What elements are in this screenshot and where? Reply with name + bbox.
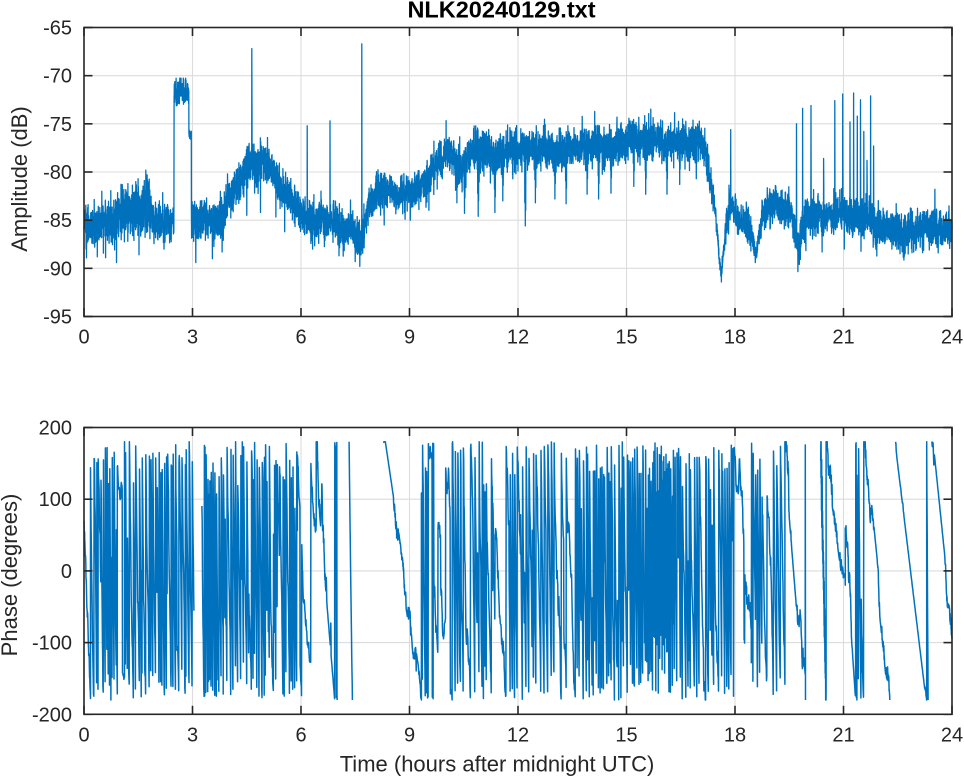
svg-text:18: 18 xyxy=(724,327,746,349)
svg-text:200: 200 xyxy=(39,418,72,440)
svg-text:3: 3 xyxy=(187,327,198,349)
svg-text:Time (hours after midnight UTC: Time (hours after midnight UTC) xyxy=(340,752,655,777)
svg-text:-95: -95 xyxy=(43,307,72,329)
svg-text:15: 15 xyxy=(615,327,637,349)
svg-text:-80: -80 xyxy=(43,162,72,184)
svg-text:15: 15 xyxy=(615,725,637,747)
svg-text:24: 24 xyxy=(941,327,963,349)
svg-text:100: 100 xyxy=(39,489,72,511)
svg-text:-100: -100 xyxy=(32,633,72,655)
svg-text:-75: -75 xyxy=(43,114,72,136)
svg-text:-70: -70 xyxy=(43,66,72,88)
svg-text:0: 0 xyxy=(78,327,89,349)
svg-text:Amplitude (dB): Amplitude (dB) xyxy=(7,106,32,252)
svg-text:6: 6 xyxy=(295,327,306,349)
svg-text:NLK20240129.txt: NLK20240129.txt xyxy=(407,0,595,23)
svg-text:24: 24 xyxy=(941,725,963,747)
svg-text:-90: -90 xyxy=(43,258,72,280)
svg-text:-85: -85 xyxy=(43,210,72,232)
svg-text:0: 0 xyxy=(78,725,89,747)
svg-text:21: 21 xyxy=(832,327,854,349)
svg-text:21: 21 xyxy=(832,725,854,747)
svg-text:9: 9 xyxy=(404,725,415,747)
svg-text:9: 9 xyxy=(404,327,415,349)
svg-text:-200: -200 xyxy=(32,704,72,726)
svg-text:Phase (degrees): Phase (degrees) xyxy=(0,494,22,657)
svg-text:12: 12 xyxy=(507,327,529,349)
svg-text:6: 6 xyxy=(295,725,306,747)
svg-text:12: 12 xyxy=(507,725,529,747)
svg-text:18: 18 xyxy=(724,725,746,747)
svg-text:3: 3 xyxy=(187,725,198,747)
svg-text:-65: -65 xyxy=(43,18,72,40)
svg-text:0: 0 xyxy=(61,561,72,583)
